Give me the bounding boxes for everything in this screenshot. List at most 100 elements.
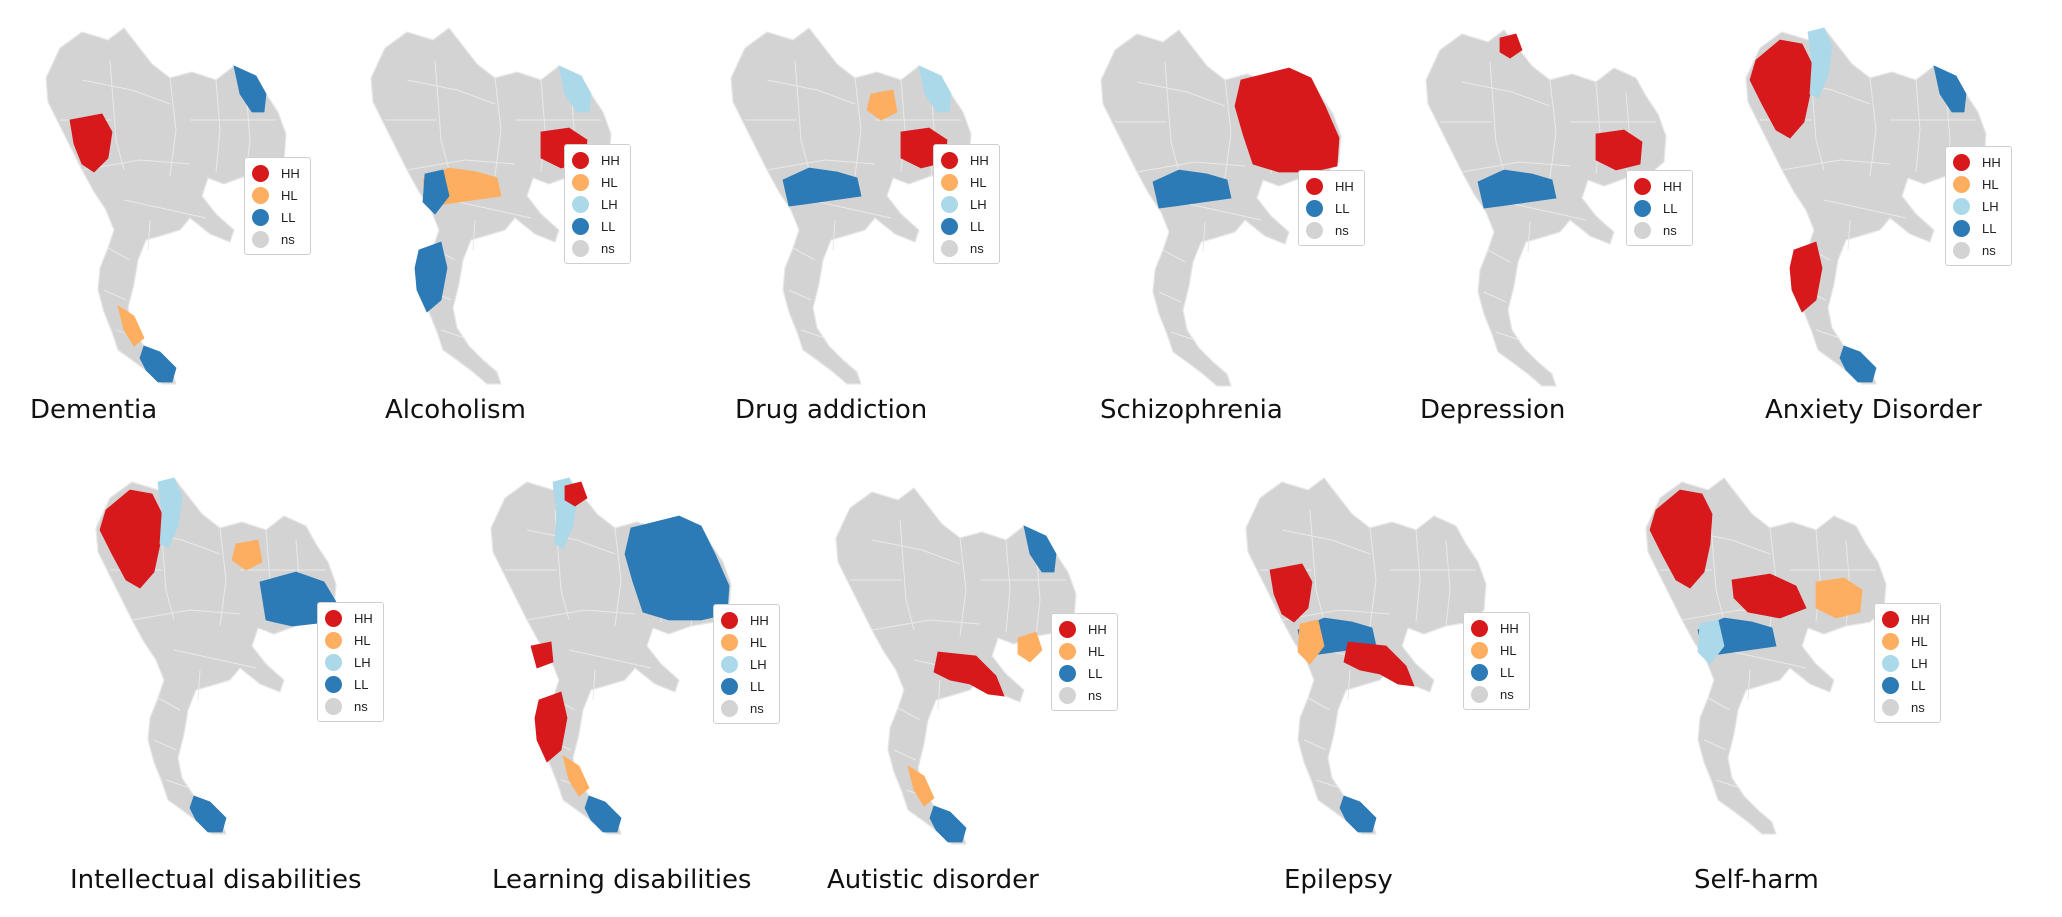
province-boundary <box>1415 529 1421 623</box>
cluster-hh-central-north <box>1731 573 1807 619</box>
legend-swatch-ns <box>1882 698 1899 716</box>
map-title-self-harm: Self-harm <box>1694 865 1819 895</box>
thailand-map-epilepsy <box>1245 477 1487 835</box>
legend-swatch-hh <box>572 151 589 169</box>
cluster-hh-north-west-large <box>1749 39 1813 139</box>
legend-label: HH <box>281 165 300 181</box>
legend-drug-addiction: HH HL LH LL ns <box>933 144 1000 264</box>
legend-item-ns: ns <box>1634 219 1682 241</box>
cluster-ll-north-east-corner <box>1023 525 1057 573</box>
legend-item-lh: LH <box>1953 195 2001 217</box>
legend-item-ll: LL <box>325 673 373 695</box>
province-boundary <box>1707 697 1731 711</box>
cluster-hh-north-west-large <box>99 489 163 589</box>
legend-item-ns: ns <box>252 228 300 250</box>
legend-item-ns: ns <box>1953 239 2001 261</box>
province-boundary <box>854 77 862 177</box>
legend-label: LL <box>1335 200 1350 216</box>
province-boundary <box>472 219 476 251</box>
province-boundary <box>766 159 876 171</box>
legend-item-lh: LH <box>572 193 620 215</box>
legend-label: LL <box>601 218 616 234</box>
province-boundary <box>1309 509 1325 621</box>
cluster-hh-south-upper <box>534 691 568 763</box>
province-boundary <box>893 749 917 761</box>
cluster-ll-south-tip <box>1339 795 1377 833</box>
legend-item-hh: HH <box>1306 175 1354 197</box>
map-title-drug-addiction: Drug addiction <box>735 395 928 425</box>
legend-swatch-hl <box>1953 175 1970 193</box>
legend-label: HL <box>1500 642 1517 658</box>
cluster-ll-south-upper <box>414 241 448 313</box>
cluster-hl-south-mid <box>562 755 590 797</box>
province-boundary <box>153 739 177 751</box>
province-boundary <box>1307 697 1331 711</box>
cluster-hh-east-center <box>1595 129 1643 171</box>
province-boundary <box>766 79 856 105</box>
legend-swatch-ll <box>325 675 342 693</box>
legend-swatch-hl <box>252 186 269 204</box>
province-boundary <box>165 779 191 789</box>
legend-item-lh: LH <box>325 651 373 673</box>
legend-item-hl: HL <box>721 631 769 653</box>
legend-swatch-lh <box>325 653 342 671</box>
legend-label: LL <box>354 676 369 692</box>
legend-label: HL <box>1982 176 1999 192</box>
legend-item-ll: LL <box>1306 197 1354 219</box>
legend-item-ll: LL <box>252 206 300 228</box>
legend-item-hh: HH <box>1471 617 1519 639</box>
legend-label: ns <box>970 240 984 256</box>
legend-alcoholism: HH HL LH LL ns <box>564 144 631 264</box>
province-boundary <box>1162 249 1186 263</box>
cluster-hl-north-east-inner <box>231 539 263 571</box>
legend-label: LH <box>1911 655 1928 671</box>
province-boundary <box>1164 61 1180 173</box>
legend-swatch-hl <box>721 633 738 651</box>
legend-swatch-ll <box>1882 676 1899 694</box>
province-boundary <box>215 79 221 173</box>
map-base-ns <box>730 27 972 385</box>
cluster-hh-north-west <box>1269 563 1313 623</box>
cluster-hh-north-tip <box>564 481 588 507</box>
legend-swatch-ns <box>1059 686 1076 704</box>
legend-swatch-ns <box>941 239 958 257</box>
legend-item-hl: HL <box>941 171 989 193</box>
province-boundary <box>1747 669 1751 701</box>
legend-swatch-lh <box>1953 197 1970 215</box>
legend-swatch-hl <box>941 173 958 191</box>
legend-swatch-hh <box>1059 620 1076 638</box>
province-boundary <box>131 609 241 621</box>
cluster-hh-north-tip <box>1499 33 1523 59</box>
legend-label: LL <box>1500 664 1515 680</box>
province-boundary <box>614 527 622 627</box>
cluster-hh-south-east <box>933 651 1005 697</box>
legend-item-hh: HH <box>1059 618 1107 640</box>
legend-label: HH <box>750 612 769 628</box>
legend-label: HH <box>1335 178 1354 194</box>
province-boundary <box>103 289 127 301</box>
cluster-hl-central-west <box>1297 619 1325 665</box>
legend-label: ns <box>1500 686 1514 702</box>
legend-item-hh: HH <box>252 162 300 184</box>
legend-item-ns: ns <box>1059 684 1107 706</box>
legend-swatch-ll <box>1953 219 1970 237</box>
legend-item-hh: HH <box>721 609 769 631</box>
province-boundary <box>1715 779 1741 789</box>
cluster-ll-central-west <box>422 169 450 215</box>
map-title-alcoholism: Alcoholism <box>385 395 526 425</box>
province-boundary <box>1281 529 1371 555</box>
cluster-hh-south-upper <box>1789 241 1823 313</box>
province-boundary <box>832 219 836 251</box>
legend-label: ns <box>1982 242 1996 258</box>
legend-label: HL <box>601 174 618 190</box>
legend-item-ll: LL <box>1471 661 1519 683</box>
legend-label: LL <box>1088 665 1103 681</box>
legend-intellectual-disabilities: HH HL LH LL ns <box>317 602 384 722</box>
legend-swatch-hh <box>252 164 269 182</box>
province-boundary <box>1170 331 1196 341</box>
province-boundary <box>406 79 496 105</box>
cluster-lh-north-east-corner <box>558 65 592 113</box>
province-boundary <box>1847 219 1851 251</box>
legend-label: HL <box>354 632 371 648</box>
legend-item-hl: HL <box>1882 630 1930 652</box>
